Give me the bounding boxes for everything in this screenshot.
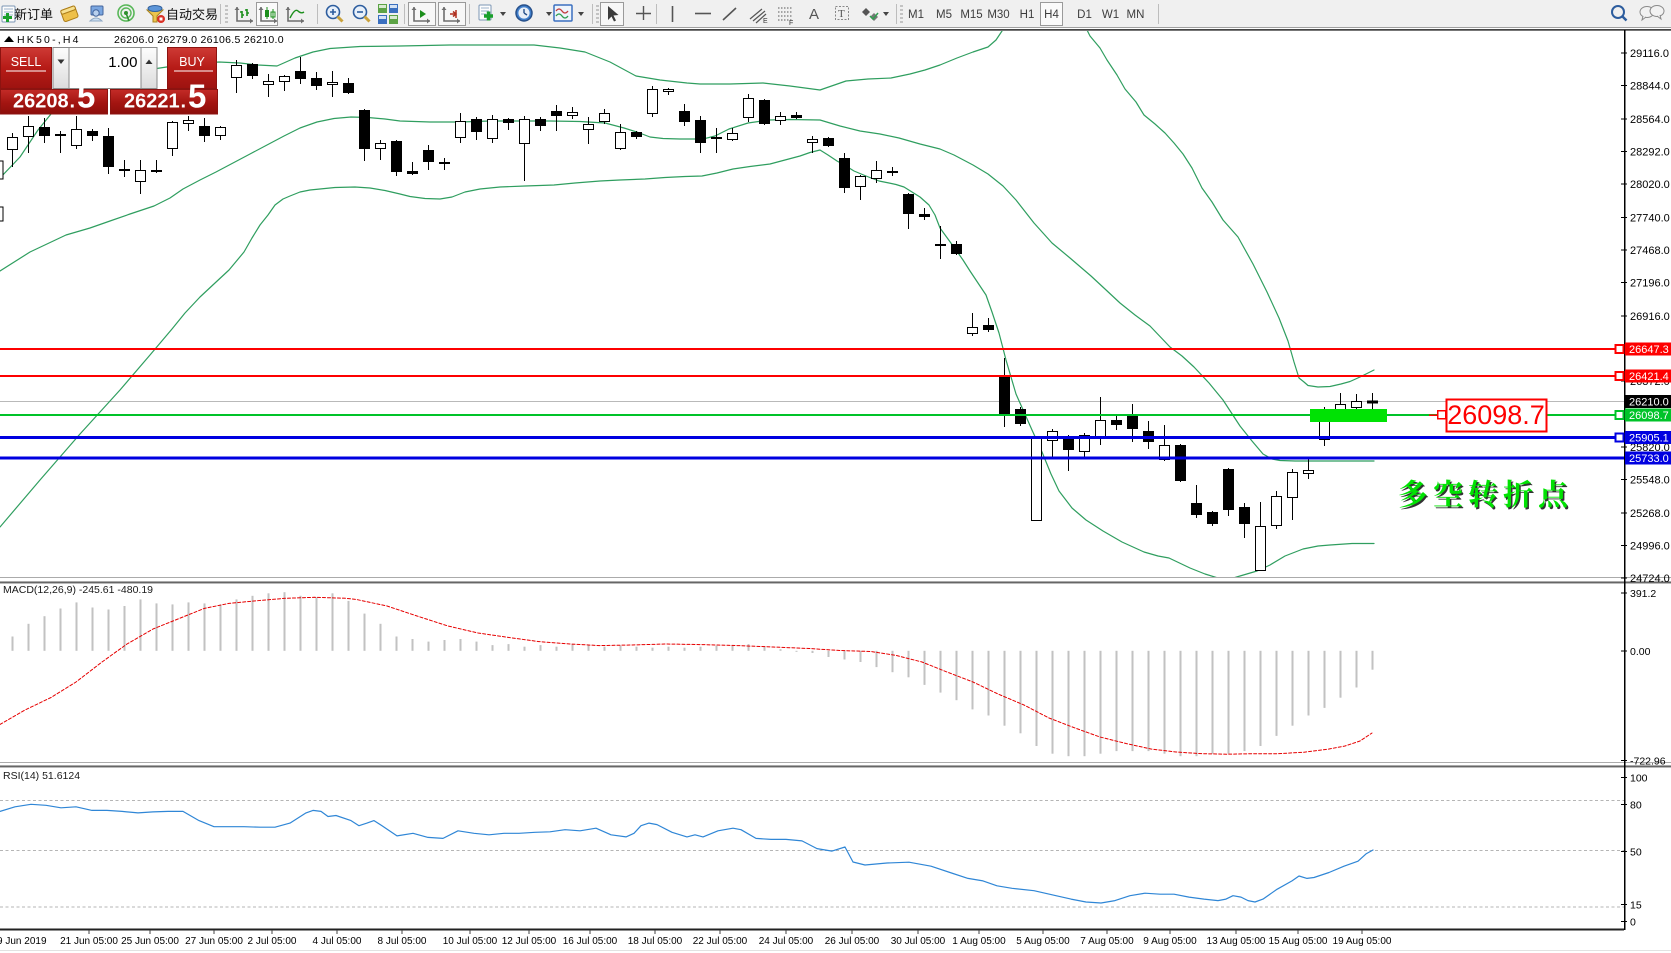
svg-text:5: 5 (188, 78, 206, 115)
svg-text:1.00: 1.00 (108, 54, 137, 71)
svg-text:D1: D1 (1077, 9, 1092, 21)
svg-text:-722.96: -722.96 (1630, 755, 1666, 767)
svg-text:27740.0: 27740.0 (1630, 212, 1670, 224)
svg-text:19 Jun 2019: 19 Jun 2019 (0, 936, 47, 947)
svg-text:26 Jul 05:00: 26 Jul 05:00 (825, 936, 880, 947)
svg-text:12 Jul 05:00: 12 Jul 05:00 (502, 936, 557, 947)
svg-text:M5: M5 (936, 9, 952, 21)
svg-text:4 Jul 05:00: 4 Jul 05:00 (313, 936, 362, 947)
svg-text:T: T (838, 8, 845, 20)
svg-text:80: 80 (1630, 800, 1642, 812)
svg-text:H4: H4 (1044, 9, 1059, 21)
svg-text:24 Jul 05:00: 24 Jul 05:00 (759, 936, 814, 947)
svg-text:25905.1: 25905.1 (1629, 433, 1669, 445)
svg-text:27196.0: 27196.0 (1630, 278, 1670, 290)
svg-text:29116.0: 29116.0 (1630, 48, 1669, 60)
svg-text:A: A (809, 6, 819, 23)
svg-text:M15: M15 (960, 9, 982, 21)
svg-text:24996.0: 24996.0 (1630, 541, 1670, 553)
svg-text:25733.0: 25733.0 (1629, 453, 1669, 465)
svg-text:10 Jul 05:00: 10 Jul 05:00 (443, 936, 498, 947)
svg-text:24724.0: 24724.0 (1630, 573, 1670, 585)
svg-text:27468.0: 27468.0 (1630, 245, 1670, 257)
svg-text:26916.0: 26916.0 (1630, 311, 1670, 323)
svg-text:21 Jun 05:00: 21 Jun 05:00 (60, 936, 118, 947)
svg-text:25820.0: 25820.0 (1630, 442, 1670, 454)
svg-text:15: 15 (1630, 900, 1642, 912)
svg-text:16 Jul 05:00: 16 Jul 05:00 (563, 936, 618, 947)
svg-text:28020.0: 28020.0 (1630, 179, 1670, 191)
svg-text:HK50-,H4: HK50-,H4 (17, 34, 81, 46)
svg-text:9 Aug 05:00: 9 Aug 05:00 (1143, 936, 1197, 947)
svg-text:391.2: 391.2 (1630, 588, 1656, 600)
svg-text:19 Aug 05:00: 19 Aug 05:00 (1333, 936, 1392, 947)
svg-text:1 Aug 05:00: 1 Aug 05:00 (952, 936, 1006, 947)
svg-text:MN: MN (1127, 9, 1145, 21)
svg-text:50: 50 (1630, 846, 1642, 858)
svg-text:13 Aug 05:00: 13 Aug 05:00 (1207, 936, 1266, 947)
svg-text:26210.0: 26210.0 (1629, 397, 1669, 409)
svg-text:SELL: SELL (11, 55, 42, 69)
svg-text:M30: M30 (987, 9, 1009, 21)
svg-text:BUY: BUY (179, 55, 205, 69)
svg-text:26098.7: 26098.7 (1447, 400, 1545, 430)
svg-text:2 Jul 05:00: 2 Jul 05:00 (248, 936, 297, 947)
svg-text:28292.0: 28292.0 (1630, 146, 1670, 158)
svg-text:26208: 26208 (13, 91, 69, 113)
svg-text:22 Jul 05:00: 22 Jul 05:00 (693, 936, 748, 947)
svg-text:5 Aug 05:00: 5 Aug 05:00 (1016, 936, 1070, 947)
svg-text:RSI(14) 51.6124: RSI(14) 51.6124 (3, 770, 80, 782)
svg-text:28564.0: 28564.0 (1630, 114, 1670, 126)
svg-text:18 Jul 05:00: 18 Jul 05:00 (628, 936, 683, 947)
svg-text:5: 5 (77, 78, 95, 115)
svg-text:W1: W1 (1102, 9, 1119, 21)
svg-text:28844.0: 28844.0 (1630, 80, 1670, 92)
svg-text:15 Aug 05:00: 15 Aug 05:00 (1269, 936, 1328, 947)
svg-text:30 Jul 05:00: 30 Jul 05:00 (891, 936, 946, 947)
svg-text:25 Jun 05:00: 25 Jun 05:00 (121, 936, 179, 947)
svg-text:25548.0: 25548.0 (1630, 475, 1670, 487)
svg-text:.: . (70, 91, 76, 113)
svg-text:0.00: 0.00 (1630, 646, 1651, 658)
svg-text:.: . (181, 91, 187, 113)
svg-text:26206.0 26279.0 26106.5 26210.: 26206.0 26279.0 26106.5 26210.0 (114, 34, 284, 46)
svg-text:100: 100 (1630, 773, 1648, 785)
svg-text:F: F (789, 20, 793, 27)
svg-text:27 Jun 05:00: 27 Jun 05:00 (185, 936, 243, 947)
svg-text:0: 0 (1630, 917, 1636, 929)
svg-text:H1: H1 (1020, 9, 1035, 21)
svg-text:M1: M1 (908, 9, 924, 21)
svg-text:26421.4: 26421.4 (1629, 371, 1669, 383)
svg-text:8 Jul 05:00: 8 Jul 05:00 (378, 936, 427, 947)
svg-text:7 Aug 05:00: 7 Aug 05:00 (1080, 936, 1134, 947)
svg-text:E: E (763, 18, 768, 25)
svg-text:MACD(12,26,9) -245.61 -480.19: MACD(12,26,9) -245.61 -480.19 (3, 584, 153, 596)
svg-text:25268.0: 25268.0 (1630, 508, 1670, 520)
svg-text:26647.3: 26647.3 (1629, 344, 1669, 356)
svg-text:26098.7: 26098.7 (1629, 410, 1669, 422)
svg-text:26221: 26221 (124, 91, 180, 113)
